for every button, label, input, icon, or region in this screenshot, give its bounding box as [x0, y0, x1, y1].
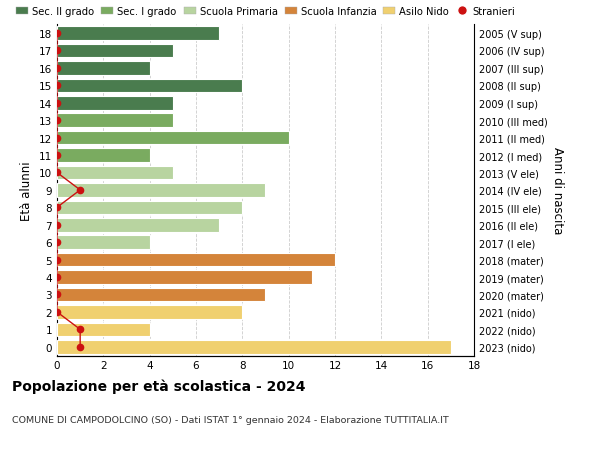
Bar — [57, 305, 242, 319]
Bar — [57, 27, 219, 41]
Bar — [57, 236, 149, 249]
Bar — [57, 114, 173, 128]
Bar — [57, 201, 242, 215]
Text: Popolazione per età scolastica - 2024: Popolazione per età scolastica - 2024 — [12, 379, 305, 393]
Bar — [57, 271, 312, 284]
Bar — [57, 149, 149, 162]
Bar — [57, 218, 219, 232]
Bar — [57, 45, 173, 58]
Bar — [57, 97, 173, 110]
Bar — [57, 79, 242, 93]
Text: COMUNE DI CAMPODOLCINO (SO) - Dati ISTAT 1° gennaio 2024 - Elaborazione TUTTITAL: COMUNE DI CAMPODOLCINO (SO) - Dati ISTAT… — [12, 415, 449, 425]
Bar — [57, 340, 451, 354]
Bar — [57, 253, 335, 267]
Y-axis label: Età alunni: Età alunni — [20, 161, 34, 220]
Bar — [57, 323, 149, 336]
Bar — [57, 62, 149, 76]
Bar — [57, 288, 265, 302]
Y-axis label: Anni di nascita: Anni di nascita — [551, 147, 564, 234]
Bar — [57, 184, 265, 197]
Legend: Sec. II grado, Sec. I grado, Scuola Primaria, Scuola Infanzia, Asilo Nido, Stran: Sec. II grado, Sec. I grado, Scuola Prim… — [16, 7, 515, 17]
Bar — [57, 132, 289, 145]
Bar — [57, 166, 173, 180]
